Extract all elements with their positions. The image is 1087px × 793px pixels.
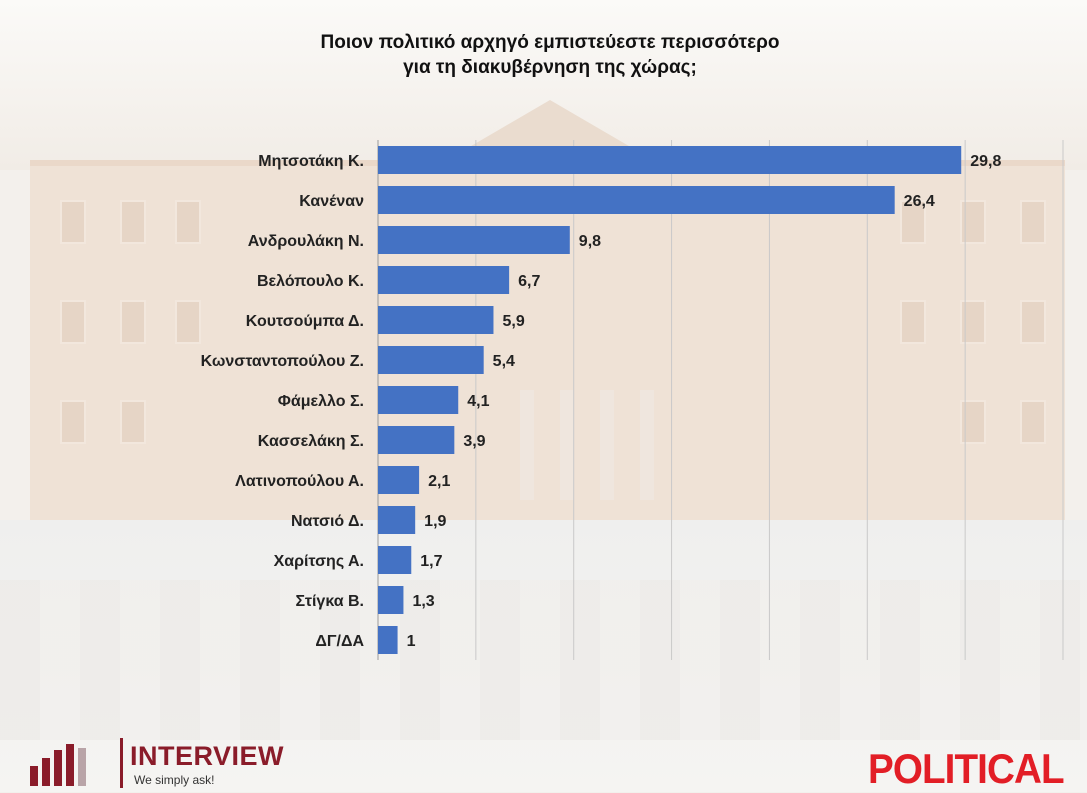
bar	[378, 266, 510, 294]
bar	[378, 586, 404, 614]
category-label: Ανδρουλάκη Ν.	[248, 233, 364, 250]
category-label: Κουτσούμπα Δ.	[246, 313, 364, 330]
bar	[378, 506, 416, 534]
political-logo: POLITICAL	[868, 745, 1065, 792]
chart-title-line-1: Ποιον πολιτικό αρχηγό εμπιστεύεστε περισ…	[320, 32, 780, 53]
data-label: 1,3	[412, 593, 434, 610]
data-label: 1,7	[420, 553, 442, 570]
category-label: Λατινοπούλου Α.	[235, 473, 364, 490]
data-label: 2,1	[428, 473, 450, 490]
bar	[378, 386, 459, 414]
data-label: 29,8	[970, 153, 1001, 170]
bar	[378, 186, 895, 214]
data-label: 1,9	[424, 513, 446, 530]
category-label: Στίγκα Β.	[296, 593, 364, 610]
interview-tagline: We simply ask!	[134, 773, 215, 787]
interview-name: INTERVIEW	[130, 741, 285, 771]
category-label: Νατσιό Δ.	[291, 513, 364, 530]
data-label: 4,1	[467, 393, 489, 410]
data-label: 6,7	[518, 273, 540, 290]
category-label: Κασσελάκη Σ.	[258, 433, 364, 450]
interview-logo-icon	[30, 744, 86, 786]
data-label: 1	[407, 633, 416, 650]
category-label: Μητσοτάκη Κ.	[258, 153, 364, 170]
data-label: 3,9	[463, 433, 485, 450]
bar	[378, 466, 420, 494]
interview-logo: INTERVIEW We simply ask!	[30, 738, 290, 788]
bar	[378, 546, 412, 574]
bar	[378, 626, 398, 654]
data-label: 26,4	[904, 193, 935, 210]
category-label: Χαρίτσης Α.	[274, 553, 364, 570]
category-label: Βελόπουλο Κ.	[257, 273, 364, 290]
category-label: Κωνσταντοπούλου Ζ.	[201, 353, 364, 370]
bar	[378, 306, 494, 334]
category-label: ΔΓ/ΔΑ	[315, 633, 364, 650]
data-label: 9,8	[579, 233, 601, 250]
bar	[378, 146, 962, 174]
data-label: 5,9	[502, 313, 524, 330]
category-label: Κανέναν	[299, 193, 364, 210]
chart-title-line-2: για τη διακυβέρνηση της χώρας;	[403, 57, 697, 78]
bar	[378, 426, 455, 454]
bar	[378, 346, 484, 374]
bar	[378, 226, 570, 254]
category-label: Φάμελλο Σ.	[278, 393, 364, 410]
data-label: 5,4	[493, 353, 515, 370]
